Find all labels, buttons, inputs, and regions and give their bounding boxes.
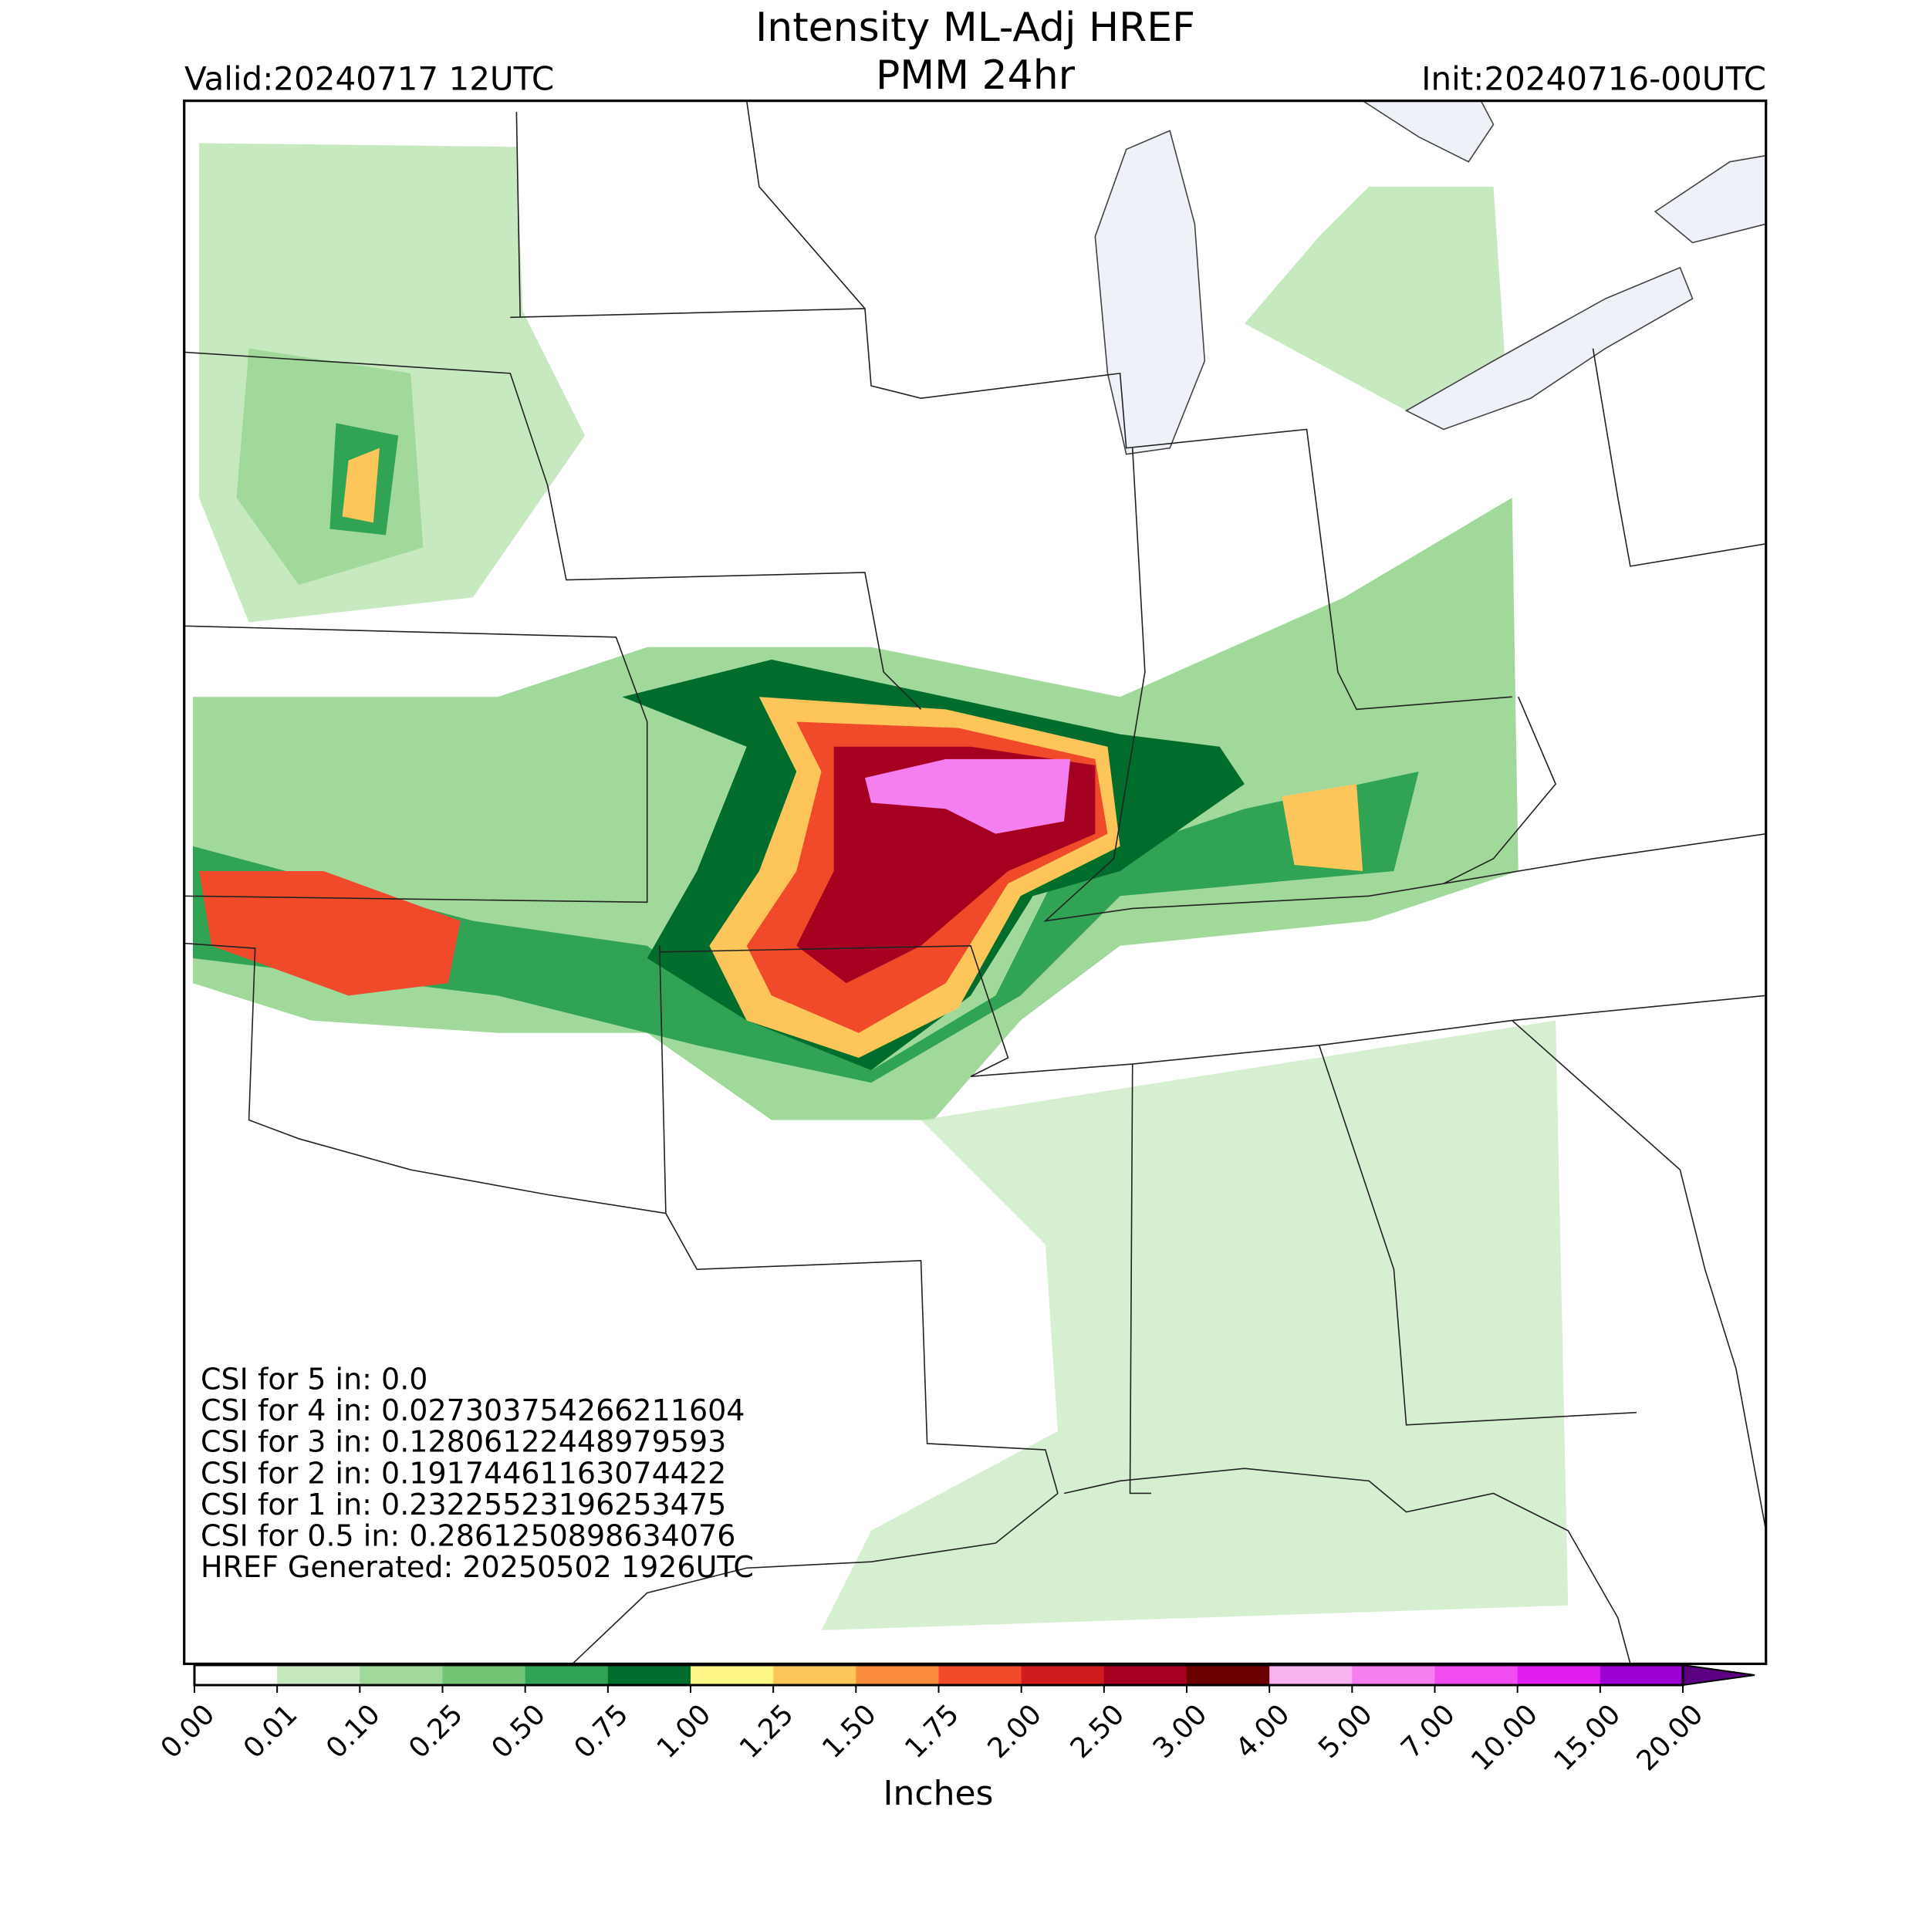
colorbar-tick-label: 0.75 <box>569 1698 635 1765</box>
colorbar-segment <box>194 1665 278 1685</box>
colorbar-tick-label: 0.00 <box>155 1698 221 1765</box>
map <box>183 100 1768 1666</box>
colorbar-tick-label: 1.50 <box>816 1698 883 1765</box>
colorbar-tick-label: 2.00 <box>981 1698 1048 1765</box>
title: Intensity ML-Adj HREF <box>755 5 1195 51</box>
colorbar-segment <box>1517 1665 1601 1685</box>
colorbar-tick-label: 0.50 <box>485 1698 552 1765</box>
csi-annotation: CSI for 5 in: 0.0 <box>201 1363 427 1397</box>
colorbar-tick-label: 2.50 <box>1065 1698 1131 1765</box>
colorbar-tick-label: 1.25 <box>734 1698 800 1765</box>
colorbar-segment <box>1021 1665 1105 1685</box>
colorbar-segment <box>773 1665 856 1685</box>
colorbar-tick-label: 1.00 <box>651 1698 718 1765</box>
colorbar-segment <box>1600 1665 1684 1685</box>
subtitle: PMM 24hr <box>876 52 1076 99</box>
lake-michigan <box>1094 130 1206 455</box>
colorbar-tick-label: 0.10 <box>320 1698 387 1765</box>
colorbar-tick-label: 7.00 <box>1395 1698 1461 1765</box>
colorbar-segment <box>1352 1665 1435 1685</box>
colorbar-segment <box>1103 1665 1187 1685</box>
valid-time: Valid:20240717 12UTC <box>184 60 554 98</box>
colorbar-segment <box>691 1665 774 1685</box>
colorbar-tick-label: 3.00 <box>1147 1698 1214 1765</box>
colorbar-tick-label: 4.00 <box>1230 1698 1296 1765</box>
colorbar-label: Inches <box>883 1774 994 1813</box>
colorbar-tick-label: 0.01 <box>238 1698 304 1765</box>
lake-erie <box>1404 266 1694 431</box>
colorbar-tick-label: 10.00 <box>1465 1698 1544 1777</box>
colorbar-segment <box>442 1665 526 1685</box>
csi-annotation: HREF Generated: 20250502 1926UTC <box>201 1550 754 1584</box>
colorbar-tick-label: 5.00 <box>1312 1698 1379 1765</box>
colorbar-segment <box>277 1665 360 1685</box>
colorbar-segment <box>938 1665 1022 1685</box>
precip-field <box>192 143 1569 1630</box>
init-time: Init:20240716-00UTC <box>1421 60 1766 98</box>
colorbar: 0.00 0.01 0.10 0.25 0.50 0.75 1.00 1.25 1.50 1.75… <box>155 1663 1755 1777</box>
colorbar-extend <box>1682 1663 1755 1687</box>
colorbar-tick-label: 20.00 <box>1631 1698 1710 1777</box>
colorbar-segment <box>856 1665 939 1685</box>
colorbar-segment <box>607 1665 691 1685</box>
boundaries <box>184 100 1767 1665</box>
colorbar-segment <box>1187 1665 1270 1685</box>
colorbar-segment <box>1434 1665 1519 1685</box>
csi-annotation: CSI for 4 in: 0.027303754266211604 <box>201 1393 745 1427</box>
colorbar-tick-label: 15.00 <box>1548 1698 1627 1777</box>
csi-annotation: CSI for 0.5 in: 0.2861250898634076 <box>201 1519 735 1553</box>
csi-annotation: CSI for 1 in: 0.23225523196253475 <box>201 1488 726 1522</box>
colorbar-segment <box>1269 1665 1353 1685</box>
csi-annotation: CSI for 3 in: 0.12806122448979593 <box>201 1425 726 1459</box>
colorbar-segment <box>360 1665 443 1685</box>
colorbar-tick-label: 1.75 <box>899 1698 965 1765</box>
colorbar-segment <box>525 1665 609 1685</box>
csi-annotation: CSI for 2 in: 0.19174461163074422 <box>201 1456 726 1490</box>
map-frame <box>183 100 1768 1666</box>
colorbar-tick-label: 0.25 <box>403 1698 469 1765</box>
